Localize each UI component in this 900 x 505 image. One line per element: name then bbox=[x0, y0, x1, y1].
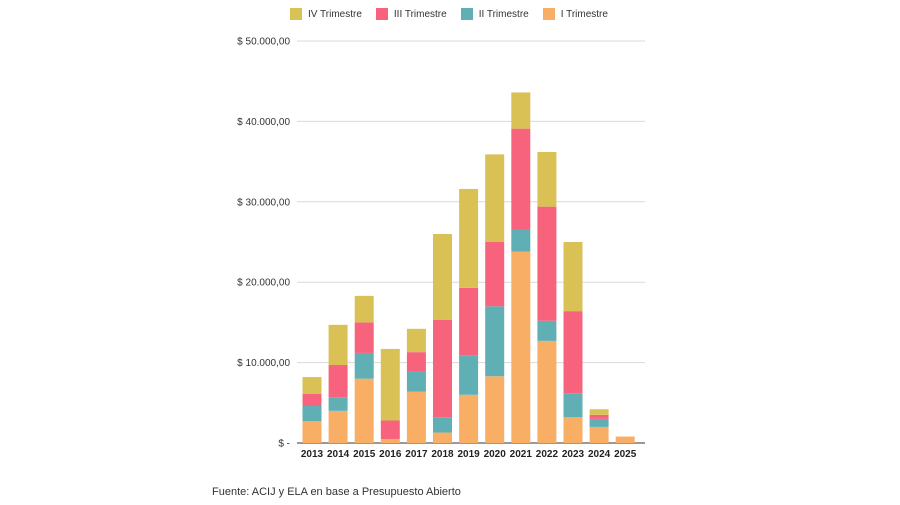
bar-segment bbox=[485, 154, 505, 242]
y-tick-label: $ 40.000,00 bbox=[237, 117, 290, 128]
x-tick-label: 2025 bbox=[614, 449, 637, 460]
bar-segment bbox=[485, 242, 505, 307]
bar-segment bbox=[485, 376, 505, 443]
x-tick-label: 2019 bbox=[457, 449, 480, 460]
bar-segment bbox=[511, 229, 531, 252]
x-tick-label: 2014 bbox=[327, 449, 350, 460]
bar-segment bbox=[537, 151, 557, 207]
chart-legend: IV Trimestre III Trimestre II Trimestre I T… bbox=[290, 8, 608, 20]
bar-segment bbox=[406, 328, 426, 353]
bar-segment bbox=[511, 251, 531, 443]
bar-segment bbox=[459, 287, 479, 356]
bar-segment bbox=[380, 420, 400, 439]
bar-segment bbox=[511, 128, 531, 230]
bar-segment bbox=[537, 206, 557, 321]
bar-segment bbox=[406, 352, 426, 372]
bar-segment bbox=[328, 397, 348, 411]
bar-segment bbox=[302, 421, 322, 443]
legend-swatch bbox=[290, 8, 302, 20]
legend-label: III Trimestre bbox=[393, 8, 447, 20]
bar-segment bbox=[459, 355, 479, 395]
legend-item: IV Trimestre bbox=[290, 8, 362, 20]
bars bbox=[302, 92, 635, 443]
bar-segment bbox=[537, 320, 557, 341]
bar-segment bbox=[406, 391, 426, 443]
x-tick-label: 2020 bbox=[484, 449, 507, 460]
bar-segment bbox=[563, 311, 583, 394]
bar-segment bbox=[354, 295, 374, 323]
x-tick-label: 2018 bbox=[431, 449, 454, 460]
legend-label: IV Trimestre bbox=[308, 8, 362, 20]
y-tick-label: $ 50.000,00 bbox=[237, 37, 290, 48]
bar-segment bbox=[459, 394, 479, 443]
bar-segment bbox=[406, 371, 426, 392]
bar-segment bbox=[380, 438, 400, 443]
legend-swatch bbox=[542, 8, 555, 20]
bar-segment bbox=[302, 406, 322, 422]
y-tick-label: $ 30.000,00 bbox=[237, 197, 290, 208]
x-tick-label: 2023 bbox=[562, 449, 585, 460]
bar-segment bbox=[563, 417, 583, 443]
bar-segment bbox=[459, 188, 479, 288]
bar-segment bbox=[354, 352, 374, 379]
legend-label: I Trimestre bbox=[560, 8, 608, 20]
y-tick-label: $ 10.000,00 bbox=[237, 358, 290, 369]
bar-segment bbox=[433, 233, 452, 320]
legend-swatch bbox=[460, 8, 473, 20]
bar-segment bbox=[589, 426, 609, 443]
x-tick-label: 2024 bbox=[588, 449, 611, 460]
bar-segment bbox=[302, 377, 322, 394]
bar-segment bbox=[433, 417, 452, 433]
bar-segment bbox=[328, 410, 348, 443]
bar-segment bbox=[563, 393, 583, 418]
y-tick-label: $ 20.000,00 bbox=[237, 278, 290, 289]
bar-segment bbox=[302, 393, 322, 407]
bar-segment bbox=[433, 319, 452, 418]
y-axis: $ - $ 10.000,00 $ 20.000,00 $ 30.000,00 $ 40… bbox=[237, 37, 290, 450]
bar-segment bbox=[511, 92, 531, 129]
bar-segment bbox=[563, 242, 583, 312]
bar-segment bbox=[380, 348, 400, 421]
legend-item: III Trimestre bbox=[375, 8, 447, 20]
legend-item: I Trimestre bbox=[542, 8, 608, 20]
x-tick-label: 2021 bbox=[510, 449, 533, 460]
bar-segment bbox=[433, 432, 452, 443]
bar-segment bbox=[615, 436, 635, 443]
x-axis: 2013 2014 2015 2016 2017 2018 2019 2020 2021 2022… bbox=[301, 449, 637, 460]
bar-segment bbox=[328, 365, 348, 398]
bar-segment bbox=[537, 340, 557, 443]
bar-segment bbox=[328, 324, 348, 366]
legend-label: II Trimestre bbox=[478, 8, 529, 20]
bar-segment bbox=[589, 414, 609, 419]
bar-segment bbox=[589, 409, 609, 415]
legend-item: II Trimestre bbox=[460, 8, 529, 20]
x-tick-label: 2016 bbox=[379, 449, 402, 460]
bar-segment bbox=[354, 322, 374, 353]
bar-segment bbox=[354, 378, 374, 443]
x-tick-label: 2013 bbox=[301, 449, 324, 460]
bar-segment bbox=[589, 418, 609, 427]
y-tick-label: $ - bbox=[278, 439, 290, 450]
legend-swatch bbox=[375, 8, 388, 20]
x-tick-label: 2017 bbox=[405, 449, 428, 460]
x-tick-label: 2015 bbox=[353, 449, 376, 460]
bar-segment bbox=[485, 306, 505, 377]
source-note: Fuente: ACIJ y ELA en base a Presupuesto… bbox=[212, 486, 461, 498]
x-tick-label: 2022 bbox=[536, 449, 559, 460]
